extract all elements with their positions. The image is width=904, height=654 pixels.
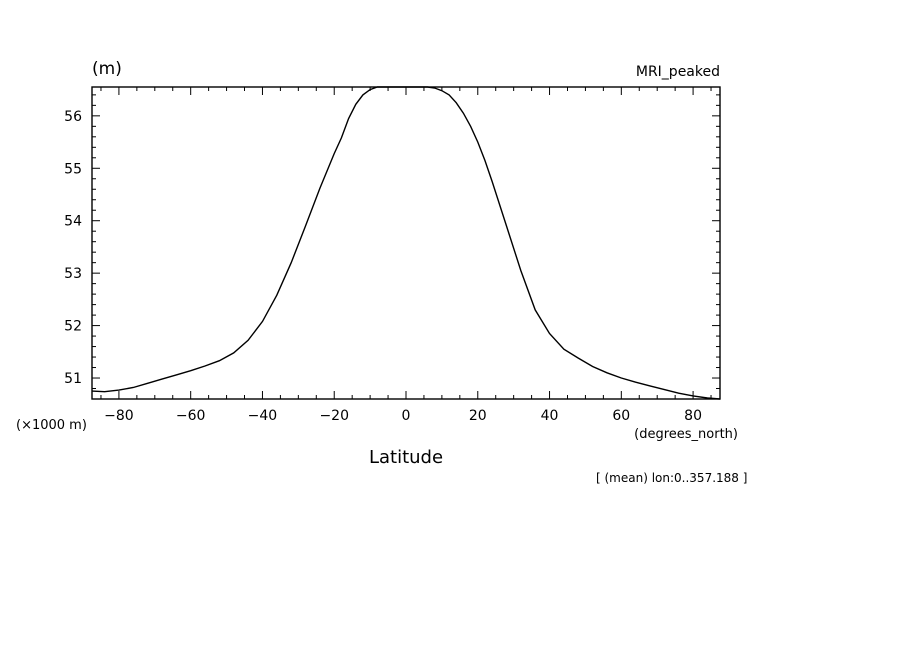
- plot-frame: [91, 86, 721, 400]
- y-tick-label: 54: [64, 214, 82, 230]
- x-tick-label: −40: [248, 408, 278, 424]
- x-tick-label: 0: [402, 408, 411, 424]
- x-tick-label: 40: [541, 408, 559, 424]
- y-tick-label: 52: [64, 319, 82, 335]
- y-tick-label: 55: [64, 161, 82, 177]
- y-tick-label: 51: [64, 371, 82, 387]
- x-tick-labels: −80 −60 −40 −20 0 20 40 60 80: [104, 408, 702, 424]
- x-axis-title: Latitude: [369, 447, 443, 468]
- averaging-annotation: [ (mean) lon:0..357.188 ]: [596, 471, 747, 485]
- y-tick-label: 56: [64, 109, 82, 125]
- chart-title: MRI_peaked: [636, 64, 720, 80]
- y-scale-label: (×1000 m): [16, 418, 87, 433]
- x-tick-label: 80: [684, 408, 702, 424]
- y-tick-label: 53: [64, 266, 82, 282]
- x-tick-label: −60: [176, 408, 206, 424]
- x-tick-label: −20: [319, 408, 349, 424]
- x-tick-label: −80: [104, 408, 134, 424]
- y-tick-labels: 51 52 53 54 55 56: [64, 109, 82, 387]
- x-tick-label: 60: [612, 408, 630, 424]
- x-unit-label: (degrees_north): [634, 427, 738, 442]
- y-unit-label: (m): [92, 59, 122, 79]
- x-tick-label: 20: [469, 408, 487, 424]
